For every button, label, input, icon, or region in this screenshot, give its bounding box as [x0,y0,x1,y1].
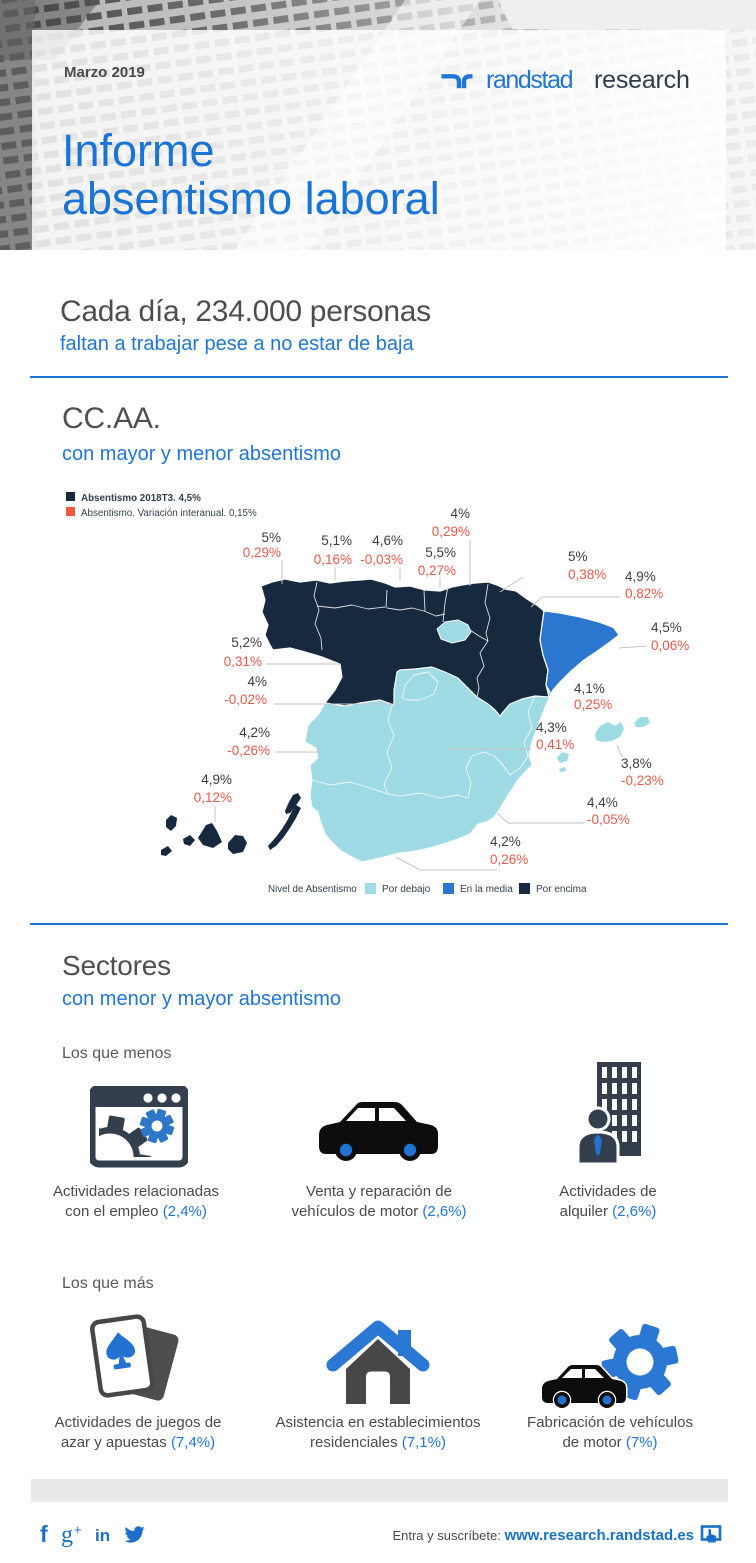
svg-text:0,41%: 0,41% [536,737,574,752]
svg-text:0,25%: 0,25% [574,697,612,712]
svg-text:0,29%: 0,29% [243,545,281,560]
svg-text:0,06%: 0,06% [651,638,689,653]
svg-text:0,38%: 0,38% [568,567,606,582]
svg-text:4,6%: 4,6% [372,533,403,548]
svg-text:Nivel de Absentismo: Nivel de Absentismo [268,884,357,895]
svg-text:4%: 4% [450,506,470,521]
svg-text:5,5%: 5,5% [425,545,456,560]
svg-text:3,8%: 3,8% [621,756,652,771]
svg-text:Absentismo 2018T3. 4,5%: Absentismo 2018T3. 4,5% [81,493,201,504]
svg-text:4,9%: 4,9% [625,569,656,584]
svg-text:4,3%: 4,3% [536,720,567,735]
svg-text:Por encima: Por encima [536,884,587,895]
svg-text:0,26%: 0,26% [490,852,528,867]
svg-text:5%: 5% [261,530,281,545]
svg-text:-0,26%: -0,26% [227,743,270,758]
svg-text:5,2%: 5,2% [231,635,262,650]
svg-text:-0,03%: -0,03% [360,552,403,567]
svg-text:0,31%: 0,31% [224,654,262,669]
svg-text:5%: 5% [568,549,588,564]
svg-text:En la media: En la media [460,884,513,895]
svg-text:0,29%: 0,29% [432,524,470,539]
svg-text:0,82%: 0,82% [625,586,663,601]
svg-text:in: in [95,1526,110,1545]
svg-text:4,5%: 4,5% [651,620,682,635]
svg-text:5,1%: 5,1% [321,533,352,548]
svg-text:-0,02%: -0,02% [224,692,267,707]
svg-text:+: + [74,1522,82,1537]
svg-text:-0,23%: -0,23% [621,773,664,788]
svg-text:4,1%: 4,1% [574,681,605,696]
svg-text:Por debajo: Por debajo [382,884,431,895]
svg-text:4,4%: 4,4% [587,795,618,810]
svg-text:4,9%: 4,9% [201,772,232,787]
svg-text:0,12%: 0,12% [194,790,232,805]
svg-text:research: research [594,68,690,94]
svg-text:f: f [40,1521,48,1547]
svg-text:0,16%: 0,16% [314,552,352,567]
svg-text:4%: 4% [247,674,267,689]
svg-text:4,2%: 4,2% [490,834,521,849]
svg-text:0,27%: 0,27% [418,563,456,578]
svg-text:randstad: randstad [486,68,573,94]
svg-text:4,2%: 4,2% [239,725,270,740]
svg-text:Absentismo. Variación interanu: Absentismo. Variación interanual. 0,15% [81,508,257,519]
svg-text:g: g [61,1522,73,1548]
svg-text:-0,05%: -0,05% [587,812,630,827]
